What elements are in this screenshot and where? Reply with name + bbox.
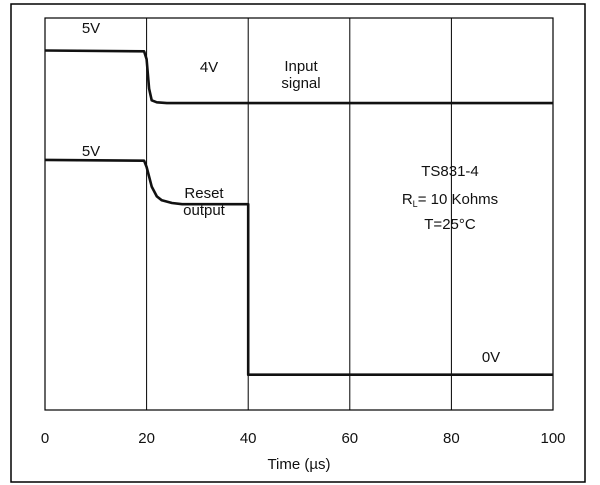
x-tick-label-100: 100: [540, 430, 565, 447]
annotation-input-4v: 4V: [200, 59, 218, 76]
x-tick-labels: 0 20 40 60 80 100: [41, 430, 566, 447]
annotation-input-label-2: signal: [281, 75, 320, 92]
annotation-reset-0v: 0V: [482, 349, 500, 366]
x-tick-label-60: 60: [341, 430, 358, 447]
outer-frame: [10, 3, 586, 483]
annotation-load: RL= 10 Kohms: [402, 191, 498, 209]
x-tick-label-40: 40: [240, 430, 257, 447]
annotation-reset-5v: 5V: [82, 143, 100, 160]
series-line-input-signal: [44, 49, 553, 105]
x-axis-label: Time (µs): [267, 456, 330, 473]
series-lines: [44, 49, 553, 377]
annotation-reset-label-1: Reset: [184, 185, 224, 202]
plot-area: [44, 17, 554, 411]
annotation-temperature: T=25°C: [424, 216, 476, 233]
annotation-reset-label-2: output: [183, 202, 226, 219]
annotation-load-subscript: L: [413, 199, 418, 209]
x-tick-label-0: 0: [41, 430, 49, 447]
annotation-load-prefix: R: [402, 191, 413, 208]
annotation-load-value: = 10 Kohms: [418, 191, 498, 208]
x-tick-label-20: 20: [138, 430, 155, 447]
annotation-input-5v: 5V: [82, 20, 100, 37]
x-tick-label-80: 80: [443, 430, 460, 447]
series-line-reset-output: [44, 158, 553, 377]
annotation-input-label-1: Input: [284, 58, 318, 75]
annotation-device: TS831-4: [421, 163, 479, 180]
